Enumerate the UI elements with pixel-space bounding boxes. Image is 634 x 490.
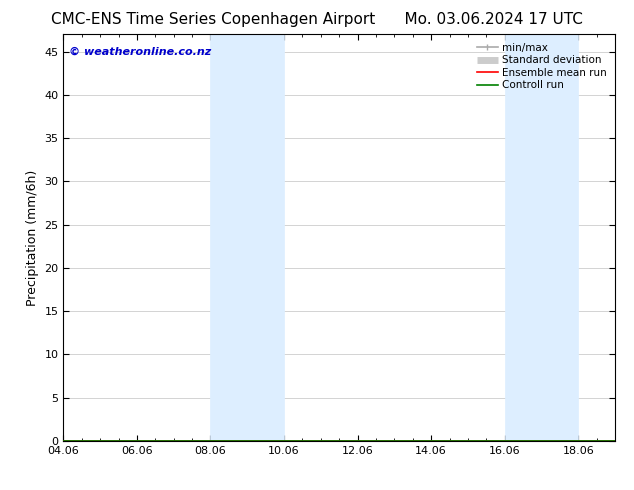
Text: CMC-ENS Time Series Copenhagen Airport      Mo. 03.06.2024 17 UTC: CMC-ENS Time Series Copenhagen Airport M… [51, 12, 583, 27]
Y-axis label: Precipitation (mm/6h): Precipitation (mm/6h) [26, 170, 39, 306]
Text: © weatheronline.co.nz: © weatheronline.co.nz [69, 47, 211, 56]
Bar [505, 34, 578, 441]
Legend: min/max, Standard deviation, Ensemble mean run, Controll run: min/max, Standard deviation, Ensemble me… [474, 40, 610, 94]
Bar [210, 34, 284, 441]
